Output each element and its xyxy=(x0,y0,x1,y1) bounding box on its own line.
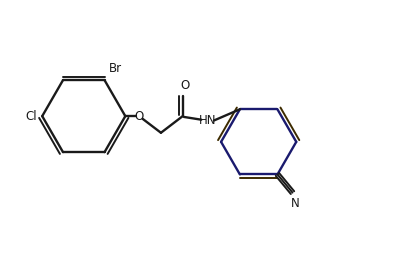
Text: N: N xyxy=(291,197,300,210)
Text: O: O xyxy=(180,79,189,92)
Text: Br: Br xyxy=(109,62,122,75)
Text: HN: HN xyxy=(198,114,216,127)
Text: Cl: Cl xyxy=(26,110,37,123)
Text: O: O xyxy=(135,110,144,123)
